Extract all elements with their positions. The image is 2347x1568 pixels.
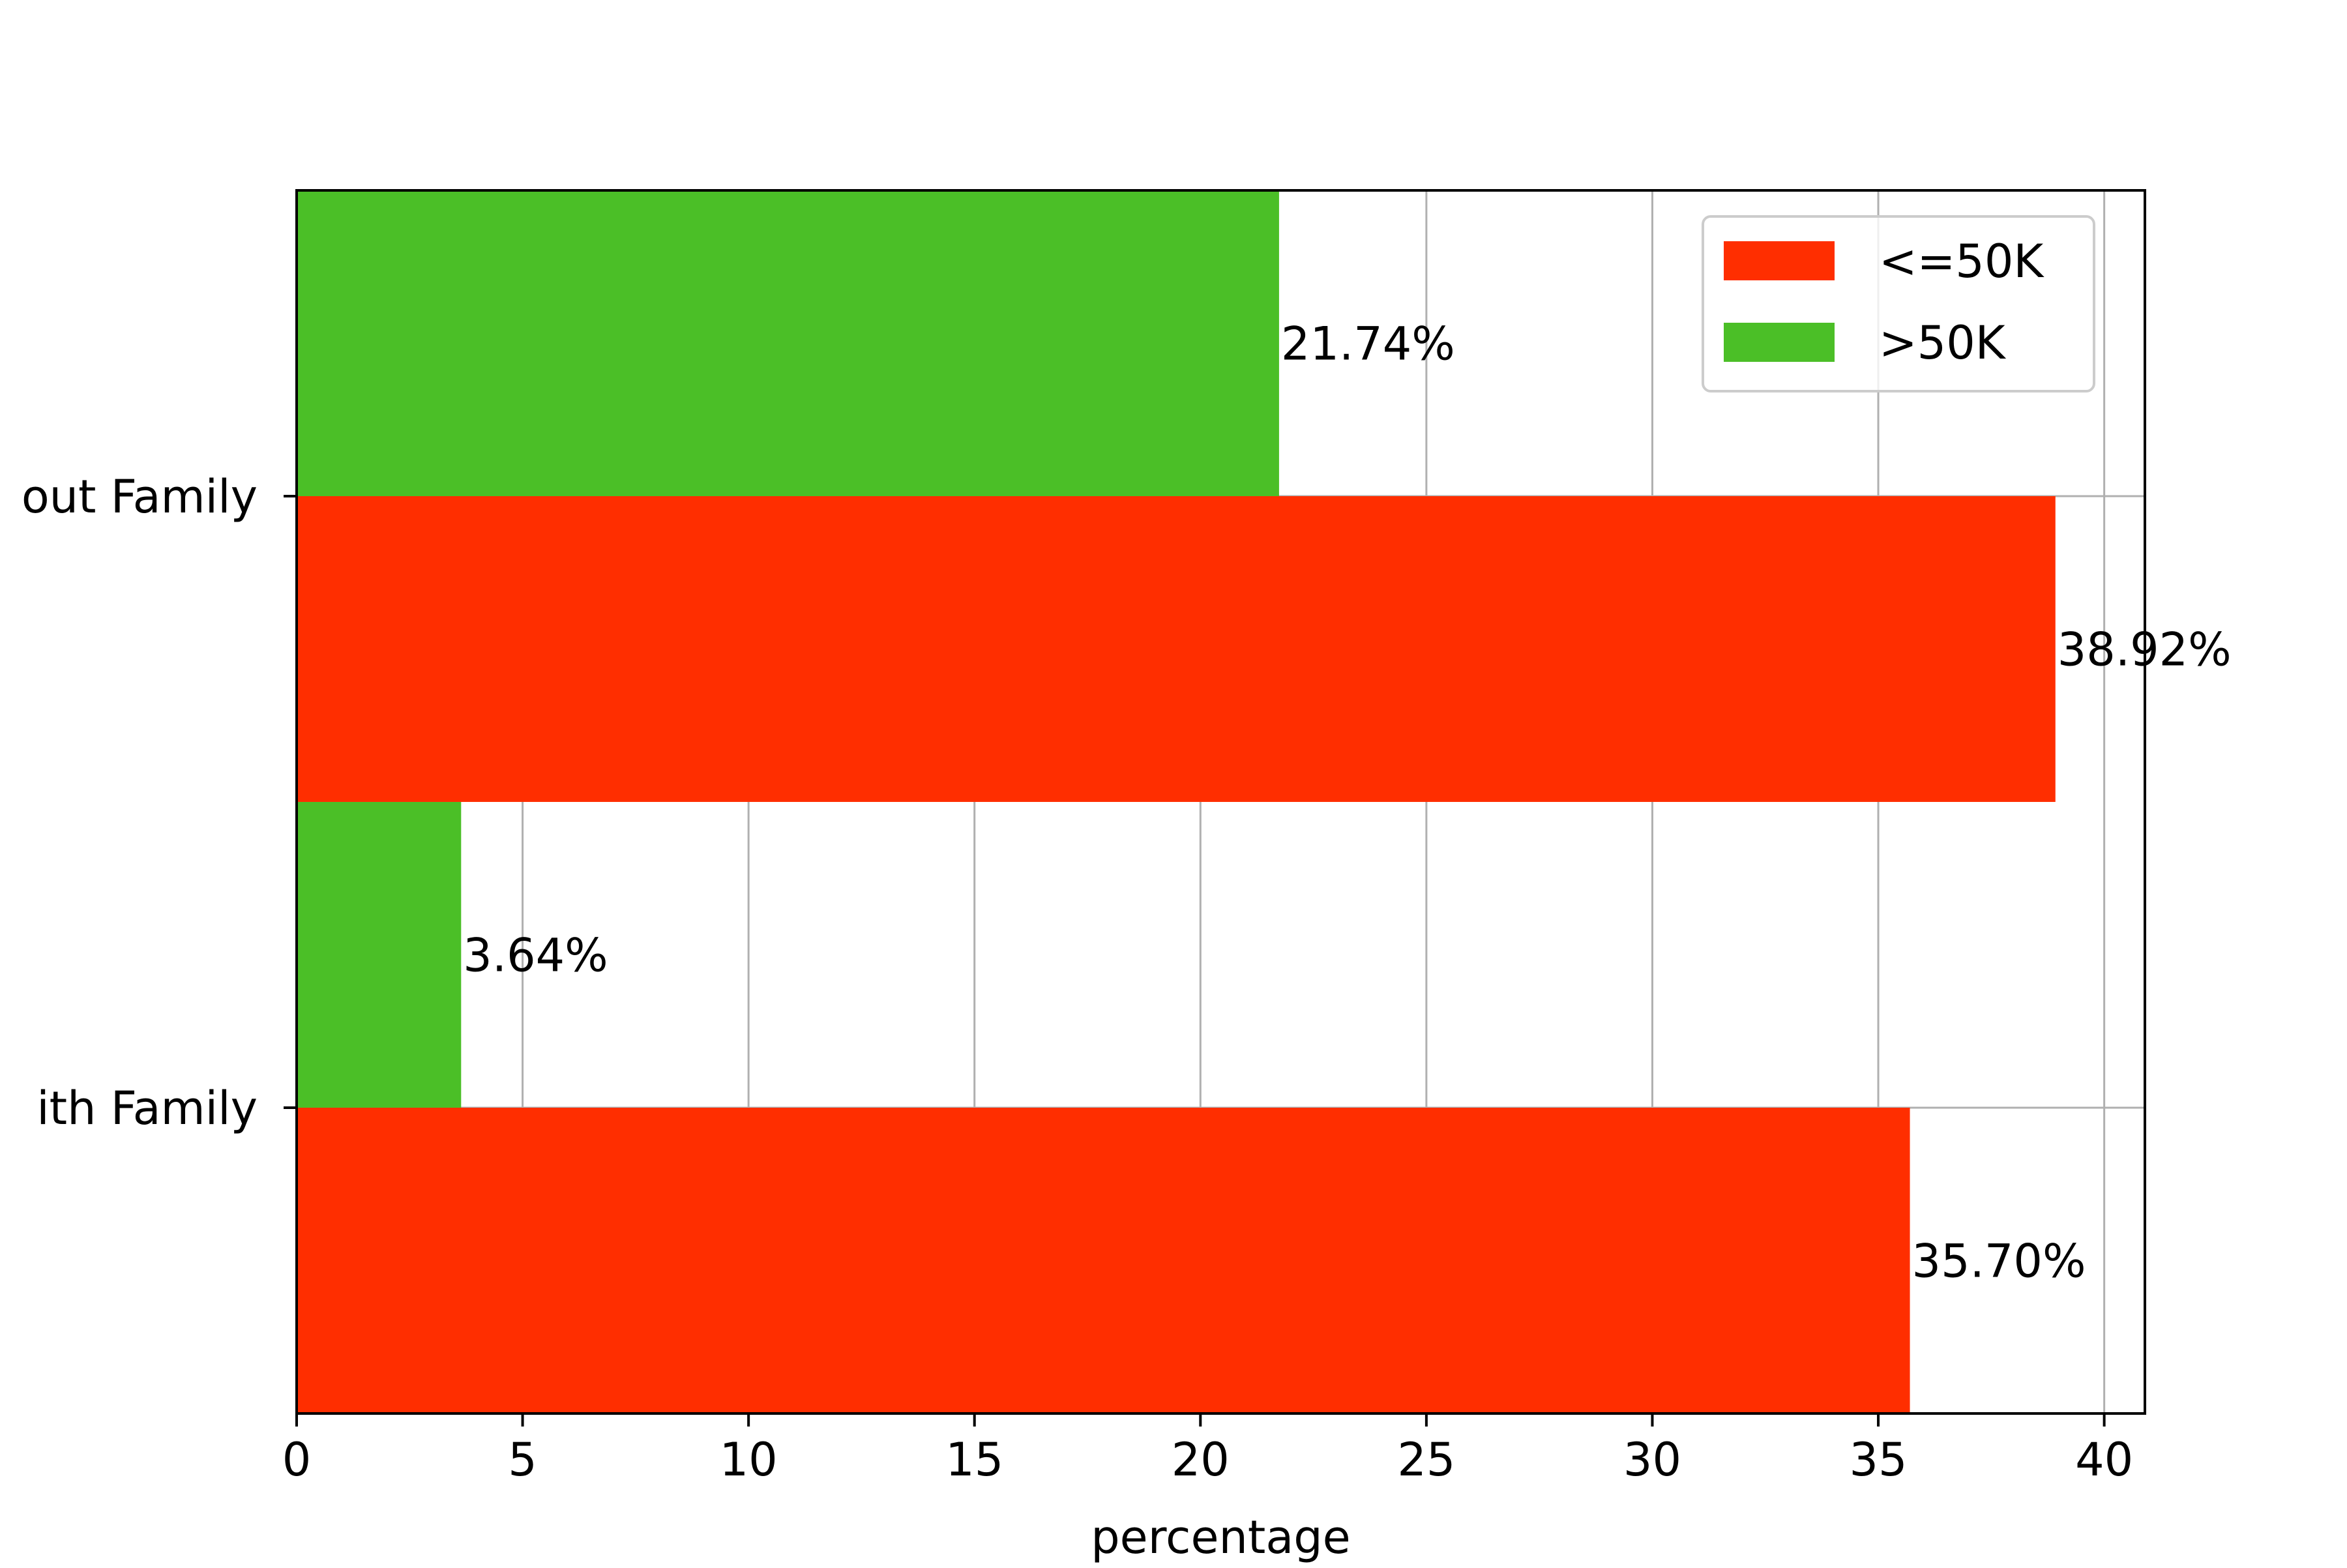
x-tick-label: 15 (945, 1433, 1003, 1487)
data-label: 3.64% (463, 929, 608, 983)
axes: 0 5 10 15 20 25 30 35 40 ith Family out Family (22, 470, 2133, 1487)
x-tick-label: 35 (1850, 1433, 1908, 1487)
legend-swatch (1724, 241, 1835, 280)
x-tick-label: 20 (1172, 1433, 1230, 1487)
bar-gt50k (297, 190, 1279, 496)
x-tick-label: 40 (2075, 1433, 2133, 1487)
data-labels: 35.70%38.92%3.64%21.74% (463, 318, 2231, 1288)
x-tick-label: 0 (282, 1433, 312, 1487)
bar-le50k (297, 1108, 1910, 1413)
y-tick-label: ith Family (37, 1082, 258, 1135)
data-label: 35.70% (1912, 1235, 2086, 1288)
x-axis-label: percentage (1091, 1511, 1351, 1564)
legend: <=50K >50K (1702, 215, 2095, 392)
legend-label: >50K (1879, 316, 2007, 370)
legend-label: <=50K (1879, 235, 2044, 288)
bars (297, 190, 2056, 1413)
legend-swatch (1724, 323, 1835, 362)
plot-frame (295, 189, 2146, 1415)
x-tick-label: 5 (508, 1433, 537, 1487)
bar-gt50k (297, 802, 462, 1108)
data-label: 21.74% (1281, 318, 1455, 371)
bar-le50k (297, 496, 2056, 802)
x-tick-label: 10 (720, 1433, 778, 1487)
x-tick-label: 25 (1397, 1433, 1455, 1487)
x-tick-label: 30 (1623, 1433, 1681, 1487)
y-tick-label: out Family (22, 470, 258, 524)
